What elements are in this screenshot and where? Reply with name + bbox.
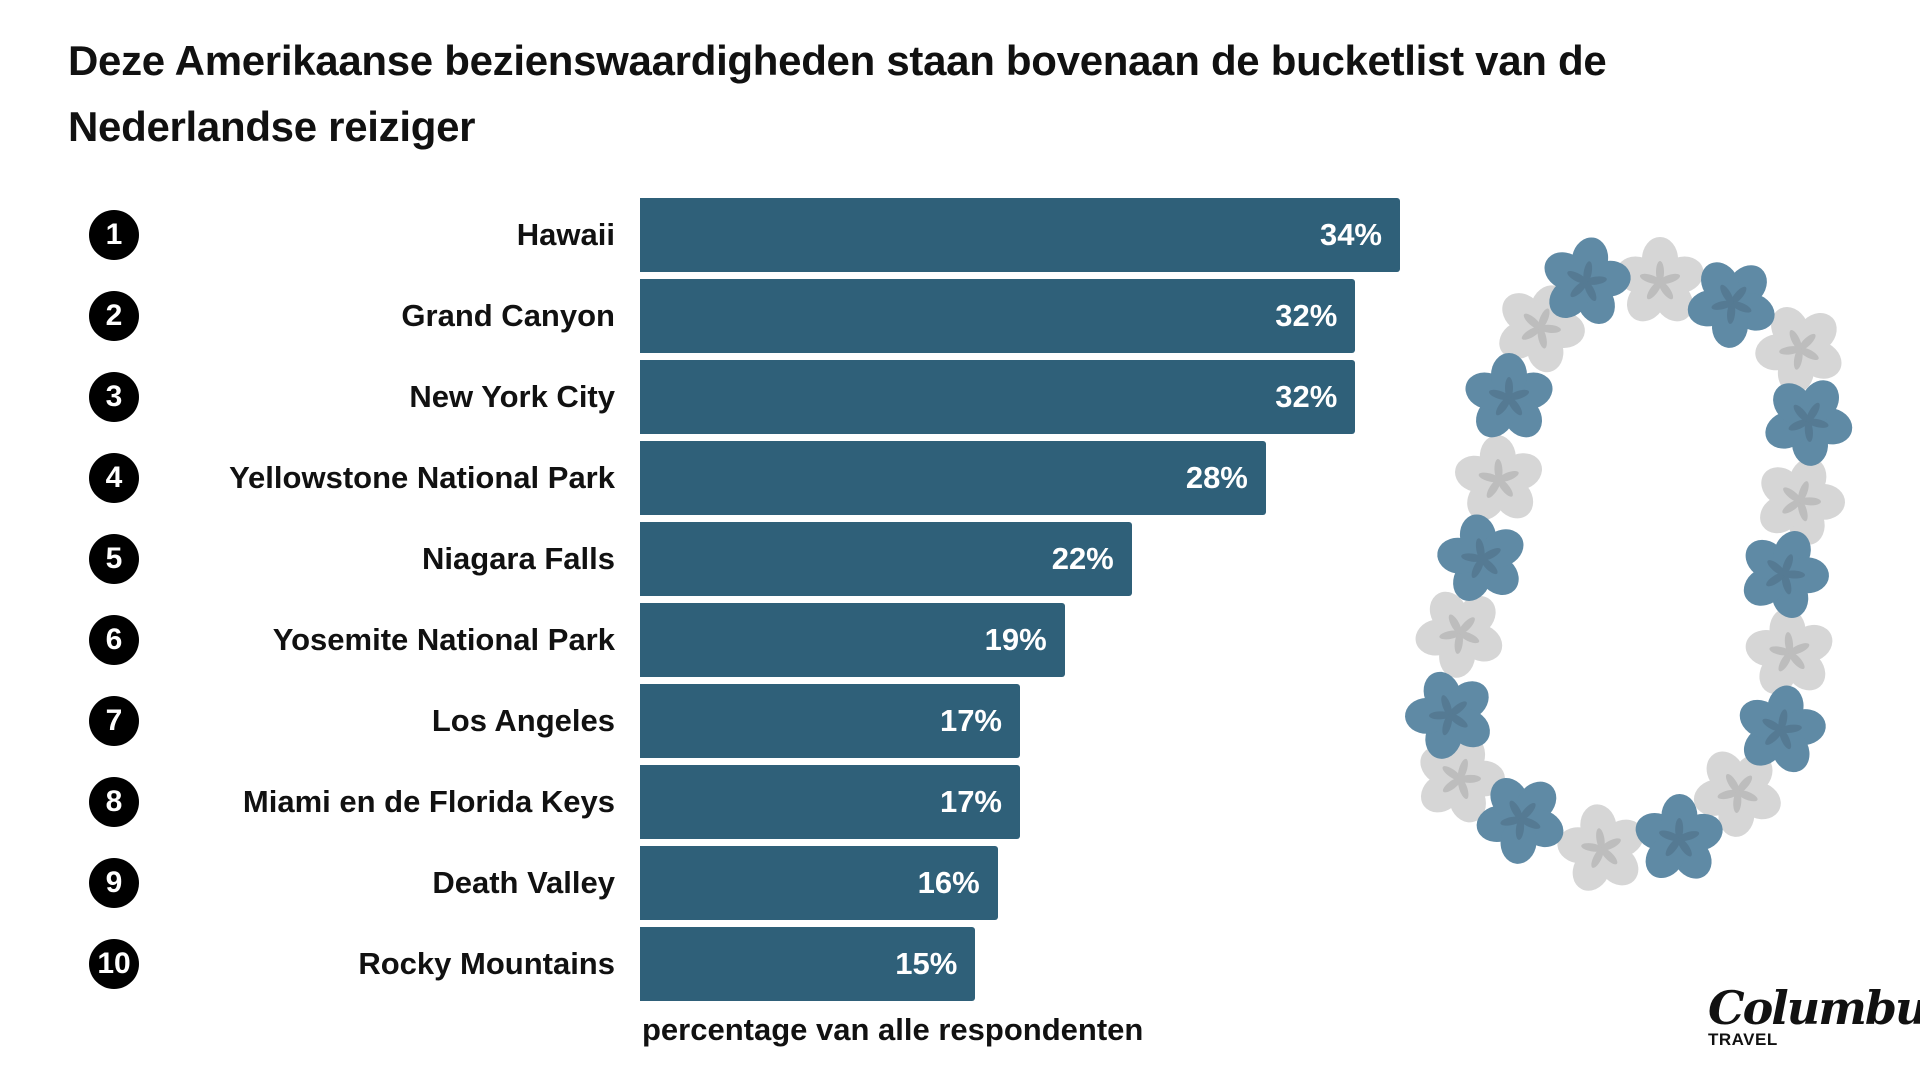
category-label: Miami en de Florida Keys xyxy=(242,784,615,819)
rank-badge: 6 xyxy=(89,615,139,665)
logo-name: Columbus xyxy=(1708,981,1920,1035)
category-label: Yosemite National Park xyxy=(272,622,615,657)
bar: 15% xyxy=(640,927,976,1001)
bar: 32% xyxy=(640,279,1356,353)
flower-icon xyxy=(1544,237,1631,324)
category-label: Rocky Mountains xyxy=(358,946,615,981)
flower-icon xyxy=(1743,530,1829,618)
flower-icon xyxy=(1745,608,1833,694)
flower-icon xyxy=(1465,353,1553,438)
flower-icon xyxy=(1635,794,1723,879)
bar-row: 3 New York City 32% xyxy=(0,360,1420,434)
value-label: 22% xyxy=(1051,541,1114,576)
flower-icon xyxy=(1557,804,1644,891)
value-label: 15% xyxy=(895,946,958,981)
value-label: 28% xyxy=(1185,460,1248,495)
flower-icon xyxy=(1760,457,1845,545)
category-label: Hawaii xyxy=(516,217,615,252)
category-label: New York City xyxy=(409,379,615,414)
value-label: 17% xyxy=(939,703,1002,738)
bar: 17% xyxy=(640,765,1020,839)
value-label: 16% xyxy=(917,865,980,900)
columbus-travel-logo: Columbus TRAVEL xyxy=(1708,985,1920,1049)
rank-badge: 1 xyxy=(89,210,139,260)
bar-row: 7 Los Angeles 17% xyxy=(0,684,1420,758)
rank-badge: 7 xyxy=(89,696,139,746)
bar-row: 10 Rocky Mountains 15% xyxy=(0,927,1420,1001)
flower-icon xyxy=(1476,778,1564,864)
category-label: Grand Canyon xyxy=(401,298,615,333)
value-label: 32% xyxy=(1275,298,1338,333)
bar: 17% xyxy=(640,684,1020,758)
logo-sub: TRAVEL xyxy=(1708,1030,1778,1049)
rank-badge: 3 xyxy=(89,372,139,422)
value-label: 19% xyxy=(984,622,1047,657)
value-label: 17% xyxy=(939,784,1002,819)
bar: 22% xyxy=(640,522,1132,596)
rank-badge: 4 xyxy=(89,453,139,503)
bar: 34% xyxy=(640,198,1400,272)
rank-badge: 9 xyxy=(89,858,139,908)
rank-badge: 10 xyxy=(89,939,139,989)
flower-icon xyxy=(1687,262,1775,348)
flower-icon xyxy=(1499,285,1585,373)
x-axis-label: percentage van alle respondenten xyxy=(642,1012,1144,1047)
category-label: Los Angeles xyxy=(431,703,615,738)
flower-icon xyxy=(1415,591,1503,678)
bar: 16% xyxy=(640,846,998,920)
flower-icon xyxy=(1437,514,1524,601)
flower-icon xyxy=(1739,685,1826,773)
flower-icon xyxy=(1405,671,1490,759)
category-label: Death Valley xyxy=(432,865,615,900)
flower-icon xyxy=(1455,435,1543,521)
category-label: Yellowstone National Park xyxy=(229,460,615,495)
bar: 28% xyxy=(640,441,1266,515)
bar-row: 4 Yellowstone National Park 28% xyxy=(0,441,1420,515)
bar-row: 2 Grand Canyon 32% xyxy=(0,279,1420,353)
bar-row: 9 Death Valley 16% xyxy=(0,846,1420,920)
bar-row: 8 Miami en de Florida Keys 17% xyxy=(0,765,1420,839)
bar: 32% xyxy=(640,360,1356,434)
bar-row: 6 Yosemite National Park 19% xyxy=(0,603,1420,677)
bar: 19% xyxy=(640,603,1065,677)
value-label: 32% xyxy=(1275,379,1338,414)
value-label: 34% xyxy=(1319,217,1382,252)
flower-icon xyxy=(1765,380,1853,466)
category-label: Niagara Falls xyxy=(422,541,615,576)
rank-badge: 8 xyxy=(89,777,139,827)
rank-badge: 5 xyxy=(89,534,139,584)
bar-row: 1 Hawaii 34% xyxy=(0,198,1420,272)
bar-row: 5 Niagara Falls 22% xyxy=(0,522,1420,596)
chart-title: Deze Amerikaanse bezienswaardigheden sta… xyxy=(68,37,1607,150)
flower-icon xyxy=(1755,307,1842,394)
rank-badge: 2 xyxy=(89,291,139,341)
